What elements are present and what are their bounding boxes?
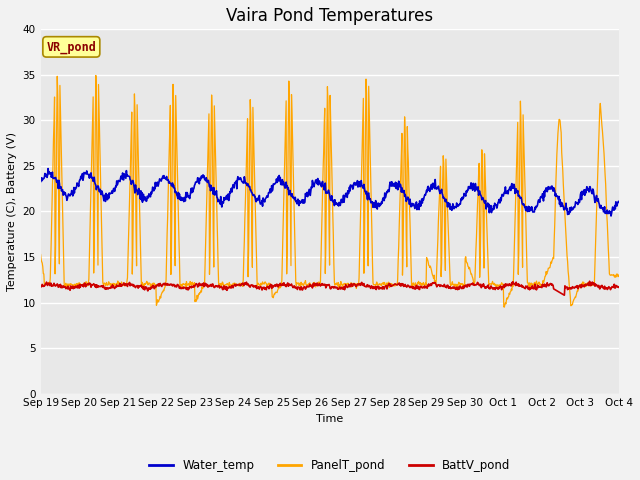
X-axis label: Time: Time xyxy=(316,414,344,424)
Legend: Water_temp, PanelT_pond, BattV_pond: Water_temp, PanelT_pond, BattV_pond xyxy=(145,454,515,477)
Title: Vaira Pond Temperatures: Vaira Pond Temperatures xyxy=(227,7,433,25)
Text: VR_pond: VR_pond xyxy=(46,40,96,53)
Y-axis label: Temperature (C), Battery (V): Temperature (C), Battery (V) xyxy=(7,132,17,291)
